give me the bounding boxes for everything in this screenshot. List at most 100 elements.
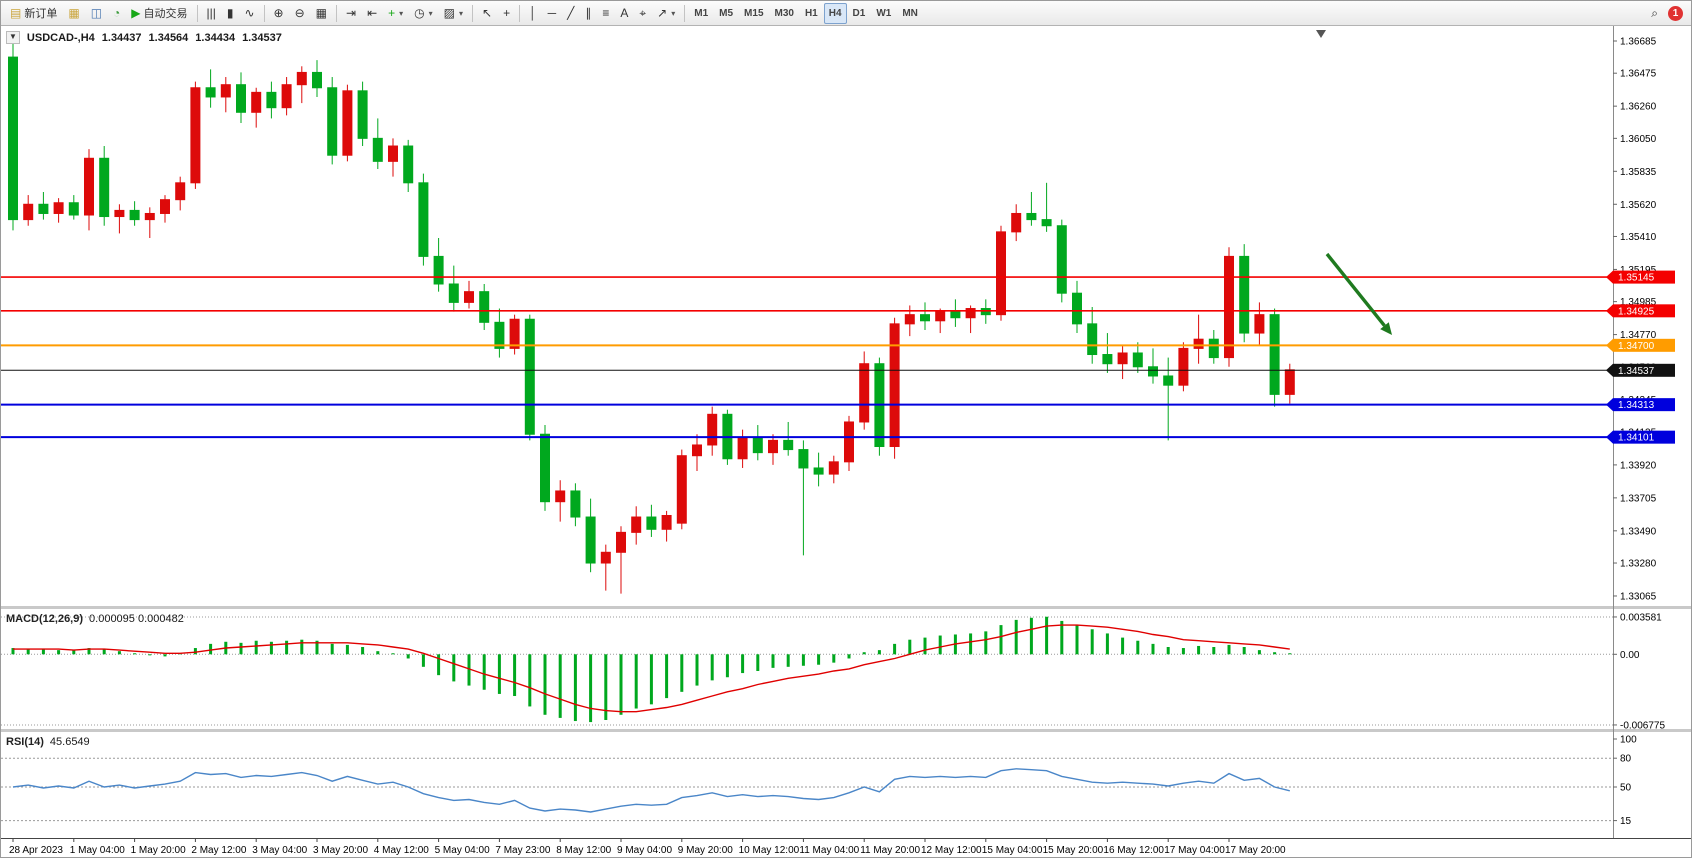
charts-icon: ▦ xyxy=(68,6,80,20)
label-icon: ⌖ xyxy=(639,6,647,20)
new-order-button[interactable]: ▤ 新订单 xyxy=(5,3,62,24)
rsi-indicator-label: RSI(14) 45.6549 xyxy=(6,736,90,748)
navigator-button[interactable]: ◔ xyxy=(108,3,125,24)
new-order-button-label: 新订单 xyxy=(24,8,58,20)
svg-text:1.34925: 1.34925 xyxy=(1618,306,1655,317)
timeframe-m30-button[interactable]: M30 xyxy=(774,7,794,19)
toolbar-separator xyxy=(336,4,338,22)
bar-chart-button[interactable]: ||| xyxy=(202,3,221,24)
auto-scroll-icon: ⇥ xyxy=(346,6,357,20)
svg-text:0.003581: 0.003581 xyxy=(1620,612,1662,623)
svg-text:15 May 20:00: 15 May 20:00 xyxy=(1043,845,1104,856)
svg-text:11 May 04:00: 11 May 04:00 xyxy=(799,845,859,856)
svg-text:1 May 04:00: 1 May 04:00 xyxy=(70,845,125,856)
svg-text:1.36050: 1.36050 xyxy=(1620,134,1657,145)
toolbar-separator xyxy=(519,4,521,22)
new-order-icon: ▤ xyxy=(10,6,22,20)
svg-text:28 Apr 2023: 28 Apr 2023 xyxy=(9,845,63,856)
zoom-in-button[interactable]: ⊕ xyxy=(269,3,289,24)
svg-text:1.33280: 1.33280 xyxy=(1620,559,1657,570)
market-watch-icon: ◫ xyxy=(90,6,103,20)
crosshair-button[interactable]: + xyxy=(498,3,515,24)
tile-windows-button[interactable]: ▦ xyxy=(311,3,332,24)
vertical-line-button[interactable]: │ xyxy=(524,3,542,24)
fibonacci-button[interactable]: ≡ xyxy=(597,3,614,24)
svg-text:1.35835: 1.35835 xyxy=(1620,167,1657,178)
channel-button[interactable]: ∥ xyxy=(580,3,596,24)
trendline-icon: ╱ xyxy=(567,6,575,20)
cursor-button[interactable]: ↖ xyxy=(477,3,497,24)
horizontal-level-lines[interactable] xyxy=(1,276,1613,439)
zoom-out-button[interactable]: ⊖ xyxy=(290,3,310,24)
chart-collapse-button[interactable]: ▼ xyxy=(6,31,20,44)
label-button[interactable]: ⌖ xyxy=(634,3,651,24)
symbol-period-label: USDCAD-,H4 xyxy=(26,31,95,44)
timeframe-h1-button[interactable]: H1 xyxy=(804,7,818,19)
chart-title: ▼ USDCAD-,H4 1.34437 1.34564 1.34434 1.3… xyxy=(6,31,282,44)
arrow-annotation[interactable] xyxy=(1325,252,1392,335)
svg-text:3 May 20:00: 3 May 20:00 xyxy=(313,845,368,856)
timeframe-m15-button[interactable]: M15 xyxy=(744,7,764,19)
svg-text:-0.006775: -0.006775 xyxy=(1620,720,1665,731)
svg-text:1.33705: 1.33705 xyxy=(1620,493,1657,504)
chart-canvas[interactable]: 1.36685 1.36475 1.36260 1.36050 1.35835 1.356… xyxy=(1,26,1692,858)
candle-chart-button[interactable]: ▮ xyxy=(222,3,239,24)
svg-text:1.35410: 1.35410 xyxy=(1620,232,1657,243)
svg-text:16 May 12:00: 16 May 12:00 xyxy=(1103,845,1164,856)
svg-text:17 May 20:00: 17 May 20:00 xyxy=(1225,845,1286,856)
bar-chart-icon: ||| xyxy=(206,6,216,20)
search-button[interactable]: ⌕ xyxy=(1646,3,1663,24)
notifications-badge[interactable]: 1 xyxy=(1668,5,1683,21)
chevron-down-icon: ▾ xyxy=(399,8,404,18)
chevron-down-icon: ▾ xyxy=(671,8,676,18)
svg-text:1.36685: 1.36685 xyxy=(1620,37,1657,48)
price-tags: 1.35145 1.34925 1.34700 1.34537 1.34313 1.341… xyxy=(1606,270,1675,444)
market-watch-button[interactable]: ◫ xyxy=(86,3,107,24)
trendline-button[interactable]: ╱ xyxy=(562,3,579,24)
time-axis: 28 Apr 2023 1 May 04:00 1 May 20:00 2 May 1… xyxy=(9,838,1286,856)
timeframe-w1-button[interactable]: W1 xyxy=(876,7,892,19)
macd-pane xyxy=(1,616,1613,726)
autotrade-button[interactable]: ▶ 自动交易 xyxy=(126,3,192,24)
chart-shift-button[interactable]: ⇤ xyxy=(362,3,382,24)
toolbar-separator xyxy=(196,4,198,22)
periods-button[interactable]: ◷ ▾ xyxy=(409,3,438,24)
timeframe-d1-button[interactable]: D1 xyxy=(852,7,866,19)
shapes-button[interactable]: ↗ ▾ xyxy=(652,3,680,24)
chevron-down-icon: ▾ xyxy=(428,8,433,18)
main-price-pane xyxy=(1,41,1613,594)
indicators-button[interactable]: + ▾ xyxy=(383,3,408,24)
svg-text:5 May 04:00: 5 May 04:00 xyxy=(435,845,490,856)
search-icon: ⌕ xyxy=(1651,6,1658,20)
charts-button[interactable]: ▦ xyxy=(63,3,84,24)
rsi-pane xyxy=(1,757,1613,822)
timeframe-mn-button[interactable]: MN xyxy=(902,7,918,19)
svg-text:1.35195: 1.35195 xyxy=(1620,265,1657,276)
ohlc-high-value: 1.34564 xyxy=(148,31,189,44)
svg-text:8 May 12:00: 8 May 12:00 xyxy=(556,845,611,856)
indicators-icon: + xyxy=(388,6,396,20)
timeframe-h4-button[interactable]: H4 xyxy=(823,2,847,24)
timeframe-m1-button[interactable]: M1 xyxy=(694,7,709,19)
periods-icon: ◷ xyxy=(414,6,425,20)
svg-text:3 May 04:00: 3 May 04:00 xyxy=(252,845,307,856)
text-button[interactable]: A xyxy=(615,3,633,24)
timeframe-m5-button[interactable]: M5 xyxy=(719,7,734,19)
horizontal-line-button[interactable]: ─ xyxy=(543,3,562,24)
svg-text:17 May 04:00: 17 May 04:00 xyxy=(1164,845,1225,856)
fibonacci-icon: ≡ xyxy=(602,6,610,20)
svg-text:1.34313: 1.34313 xyxy=(1618,400,1655,411)
text-icon: A xyxy=(620,6,629,20)
toolbar-separator xyxy=(684,4,686,22)
macd-indicator-label: MACD(12,26,9) 0.000095 0.000482 xyxy=(6,613,184,625)
svg-text:0.00: 0.00 xyxy=(1620,650,1640,661)
svg-text:1.36260: 1.36260 xyxy=(1620,102,1657,113)
chart-shift-marker[interactable] xyxy=(1316,30,1326,38)
auto-scroll-button[interactable]: ⇥ xyxy=(341,3,361,24)
line-chart-button[interactable]: ∿ xyxy=(239,3,259,24)
svg-text:1.33490: 1.33490 xyxy=(1620,526,1657,537)
svg-text:1 May 20:00: 1 May 20:00 xyxy=(131,845,186,856)
svg-text:1.33920: 1.33920 xyxy=(1620,460,1657,471)
templates-button[interactable]: ▨ ▾ xyxy=(439,3,468,24)
svg-text:7 May 23:00: 7 May 23:00 xyxy=(495,845,550,856)
